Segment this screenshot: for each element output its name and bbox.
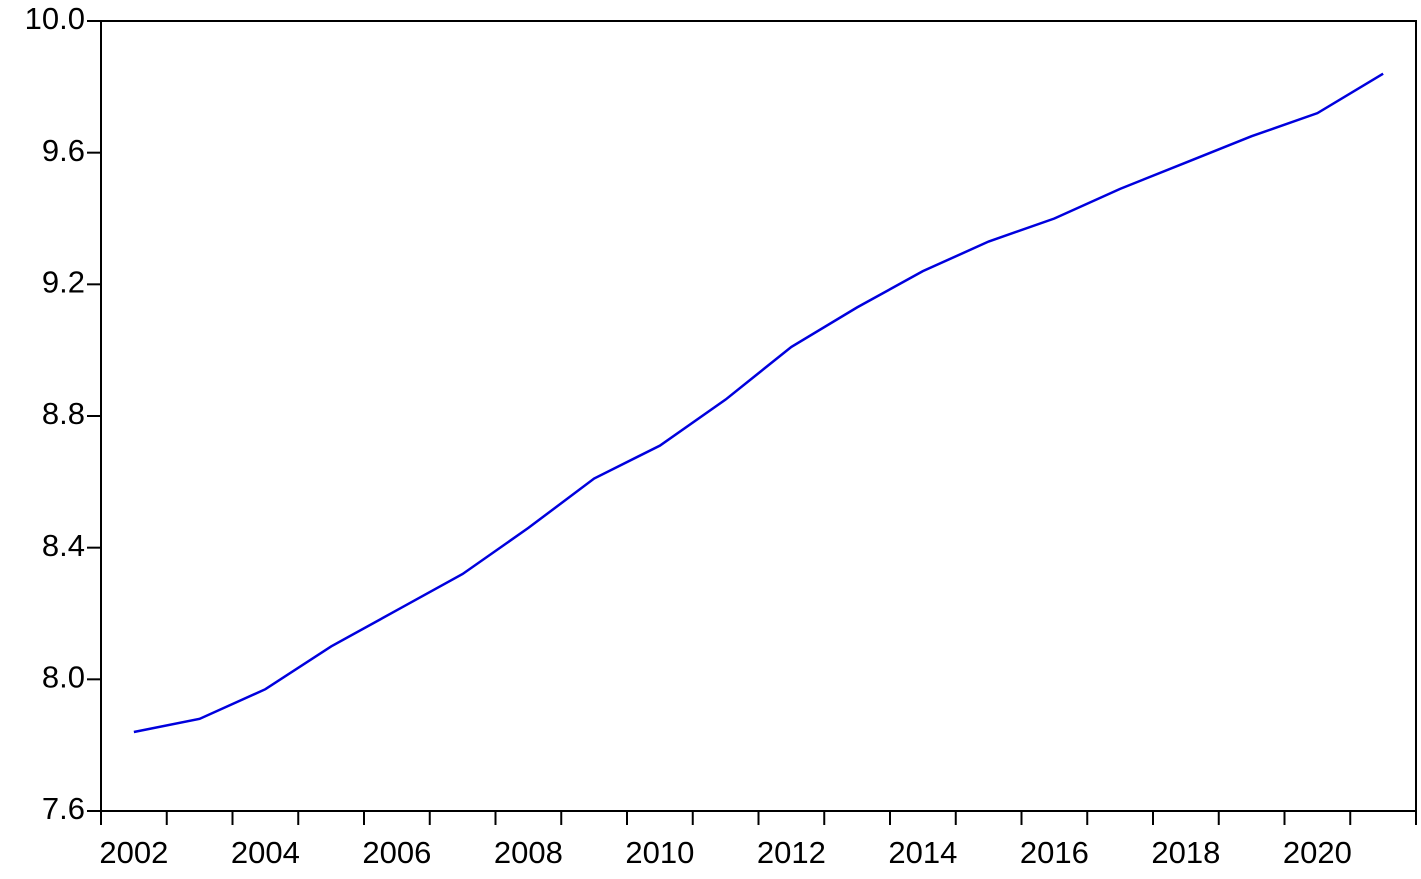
y-tick-label: 8.8 xyxy=(42,396,85,431)
x-tick-label: 2008 xyxy=(494,835,563,870)
x-tick-label: 2002 xyxy=(99,835,168,870)
x-tick-label: 2016 xyxy=(1020,835,1089,870)
x-tick-label: 2006 xyxy=(362,835,431,870)
x-tick-label: 2010 xyxy=(625,835,694,870)
x-tick-label: 2004 xyxy=(231,835,300,870)
y-tick-label: 10.0 xyxy=(25,1,85,36)
y-tick-label: 7.6 xyxy=(42,791,85,826)
x-tick-label: 2012 xyxy=(757,835,826,870)
y-tick-label: 8.4 xyxy=(42,528,85,563)
plot-frame xyxy=(100,20,1417,812)
y-tick-label: 9.6 xyxy=(42,133,85,168)
x-tick-label: 2014 xyxy=(888,835,957,870)
data-line xyxy=(133,72,1384,734)
x-tick-label: 2018 xyxy=(1151,835,1220,870)
x-tick-label: 2020 xyxy=(1283,835,1352,870)
y-tick-label: 9.2 xyxy=(42,265,85,300)
y-tick-label: 8.0 xyxy=(42,660,85,695)
